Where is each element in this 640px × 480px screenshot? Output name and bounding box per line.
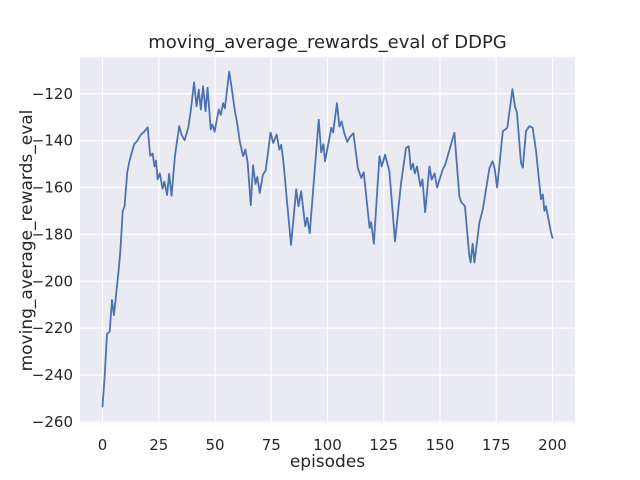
grid: [80, 57, 575, 423]
x-tick-label: 0: [98, 436, 108, 454]
y-tick-label: −200: [32, 272, 73, 290]
y-axis-label: moving_average_rewards_eval: [17, 110, 37, 372]
x-tick-label: 100: [313, 436, 342, 454]
y-tick-label: −180: [32, 225, 73, 243]
y-tick-labels: −120 −140 −160 −180 −200 −220 −240 −260: [32, 85, 73, 431]
y-tick-label: −240: [32, 366, 73, 384]
x-tick-label: 25: [149, 436, 168, 454]
x-tick-label: 150: [426, 436, 455, 454]
x-tick-label: 50: [205, 436, 224, 454]
chart-title: moving_average_rewards_eval of DDPG: [148, 32, 507, 53]
x-axis-label: episodes: [290, 452, 365, 472]
x-tick-label: 175: [482, 436, 511, 454]
series-line: [101, 70, 554, 408]
y-tick-label: −160: [32, 179, 73, 197]
y-tick-label: −260: [32, 413, 73, 431]
y-tick-label: −140: [32, 132, 73, 150]
x-tick-labels: 0 25 50 75 100 125 150 175 200: [98, 436, 567, 454]
y-tick-label: −220: [32, 319, 73, 337]
x-tick-label: 75: [262, 436, 281, 454]
x-tick-label: 125: [369, 436, 398, 454]
y-tick-label: −120: [32, 85, 73, 103]
x-tick-label: 200: [538, 436, 567, 454]
